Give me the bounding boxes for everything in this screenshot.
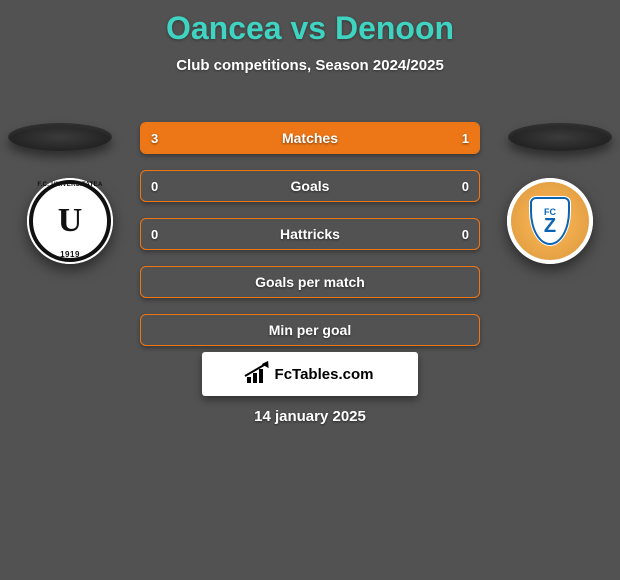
card: Oancea vs Denoon Club competitions, Seas… (0, 0, 620, 580)
stat-value-left: 0 (141, 219, 168, 249)
fcz-logo: FC Z (507, 178, 593, 264)
cluj-arc-text: F.C. UNIVERSITATEA (33, 182, 107, 188)
cluj-year: 1919 (33, 250, 107, 259)
stat-label: Hattricks (141, 219, 479, 249)
cluj-letter: U (58, 202, 83, 240)
stat-row: Min per goal (140, 314, 480, 346)
page-title: Oancea vs Denoon (0, 0, 620, 47)
chart-icon (247, 365, 269, 383)
decorative-disc-left (8, 123, 112, 151)
stat-label: Goals (141, 171, 479, 201)
stat-value-right: 1 (452, 123, 479, 153)
stat-row: Goals0 0 (140, 170, 480, 202)
watermark-plate: FcTables.com (202, 352, 418, 396)
stat-value-left: 3 (141, 123, 168, 153)
decorative-disc-right (508, 123, 612, 151)
cluj-logo: F.C. UNIVERSITATEA U 1919 (27, 178, 113, 264)
team-badge-right: FC Z (507, 178, 593, 264)
stat-row: Matches3 1 (140, 122, 480, 154)
stat-row: Goals per match (140, 266, 480, 298)
stat-label: Goals per match (141, 267, 479, 297)
stat-label: Min per goal (141, 315, 479, 345)
fcz-z-text: Z (544, 217, 556, 235)
stat-row: Hattricks0 0 (140, 218, 480, 250)
page-subtitle: Club competitions, Season 2024/2025 (0, 57, 620, 74)
watermark-text: FcTables.com (275, 366, 374, 383)
stat-value-right: 0 (452, 171, 479, 201)
stat-value-right: 0 (452, 219, 479, 249)
stat-label: Matches (141, 123, 479, 153)
date-label: 14 january 2025 (0, 408, 620, 425)
team-badge-left: F.C. UNIVERSITATEA U 1919 (27, 178, 113, 264)
stat-value-left: 0 (141, 171, 168, 201)
stat-rows: Matches31Goals00Hattricks00Goals per mat… (140, 122, 480, 346)
